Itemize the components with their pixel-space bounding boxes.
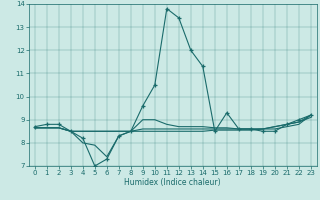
X-axis label: Humidex (Indice chaleur): Humidex (Indice chaleur) [124, 178, 221, 187]
